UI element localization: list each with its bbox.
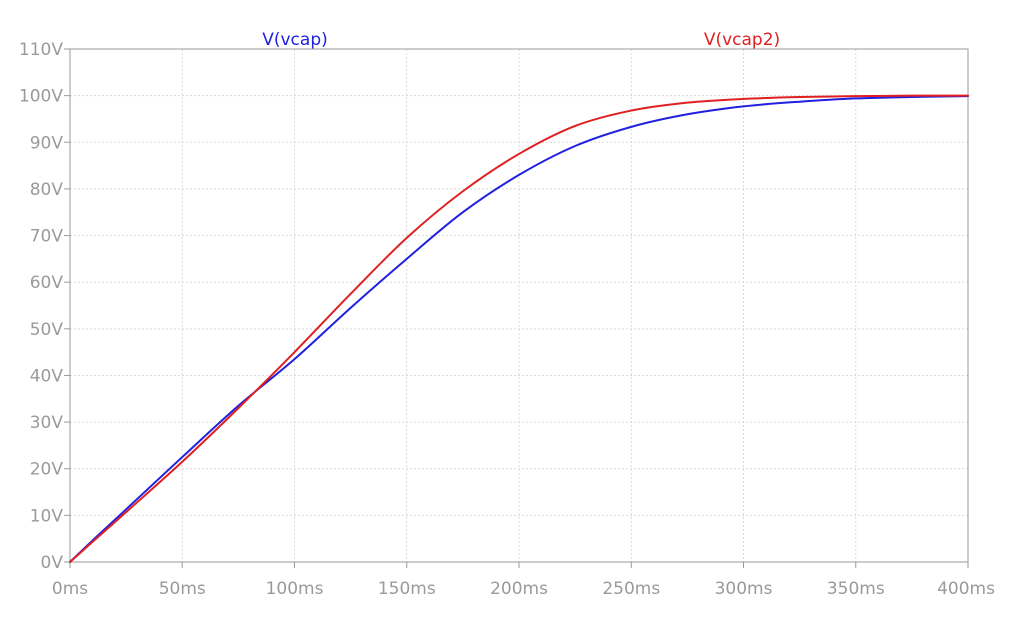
x-tick-label: 150ms bbox=[378, 579, 436, 599]
axes: 0V 10V 20V 30V 40V 50V 60V 70V 80V 90V 100V 110V 0ms… bbox=[19, 40, 995, 599]
x-tick-label: 350ms bbox=[827, 579, 885, 599]
series-line-vcap bbox=[69, 95, 969, 563]
legend-label-vcap[interactable]: V(vcap) bbox=[262, 30, 328, 50]
x-tick-label: 50ms bbox=[159, 579, 206, 599]
legend-label-vcap2[interactable]: V(vcap2) bbox=[704, 30, 780, 50]
y-tick-label: 70V bbox=[30, 227, 64, 247]
y-tick-label: 10V bbox=[30, 506, 64, 526]
y-tick-label: 40V bbox=[30, 366, 64, 386]
y-tick-label: 0V bbox=[41, 553, 64, 573]
y-tick-label: 90V bbox=[30, 133, 64, 153]
series-line-vcap2 bbox=[69, 94, 969, 563]
legend: V(vcap) V(vcap2) bbox=[262, 30, 780, 50]
grid bbox=[70, 49, 968, 562]
y-tick-label: 50V bbox=[30, 320, 64, 340]
x-tick-label: 100ms bbox=[266, 579, 324, 599]
y-tick-label: 80V bbox=[30, 180, 64, 200]
y-tick-label: 100V bbox=[19, 87, 63, 107]
x-tick-label: 200ms bbox=[490, 579, 548, 599]
y-tick-label: 60V bbox=[30, 273, 64, 293]
y-tick-label: 110V bbox=[19, 40, 63, 60]
x-tick-label: 300ms bbox=[715, 579, 773, 599]
x-tick-label: 0ms bbox=[52, 579, 88, 599]
y-tick-label: 20V bbox=[30, 460, 64, 480]
x-tick-label: 250ms bbox=[602, 579, 660, 599]
x-tick-label: 400ms bbox=[937, 579, 995, 599]
y-tick-label: 30V bbox=[30, 413, 64, 433]
series-lines bbox=[69, 94, 969, 563]
